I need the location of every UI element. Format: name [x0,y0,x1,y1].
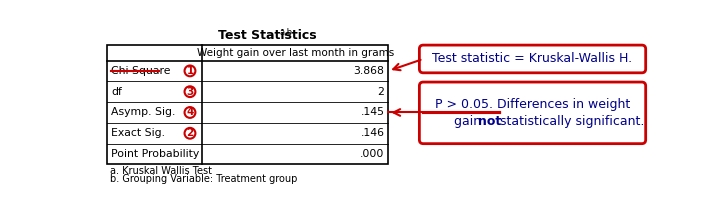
Circle shape [184,86,195,97]
Text: Exact Sig.: Exact Sig. [111,128,165,138]
Text: .145: .145 [361,107,384,117]
Bar [107,45,388,164]
Text: .000: .000 [360,149,384,159]
Text: Weight gain over last month in grams: Weight gain over last month in grams [197,48,394,58]
Text: 2: 2 [186,128,194,138]
Text: 3.868: 3.868 [354,66,384,76]
Circle shape [184,128,195,139]
Text: df: df [111,87,122,97]
Text: Point Probability: Point Probability [111,149,199,159]
Text: Asymp. Sig.: Asymp. Sig. [111,107,175,117]
Text: a. Kruskal Wallis Test: a. Kruskal Wallis Test [110,166,212,176]
Text: .146: .146 [361,128,384,138]
Text: a,b: a,b [279,28,292,37]
Text: b. Grouping Variable: Treatment group: b. Grouping Variable: Treatment group [110,174,297,184]
Text: Test Statistics: Test Statistics [218,29,317,42]
Text: 4: 4 [186,107,194,117]
Text: 2: 2 [377,87,384,97]
FancyBboxPatch shape [419,45,646,73]
Text: statistically significant.: statistically significant. [496,115,644,128]
Text: Test statistic = Kruskal-Wallis H.: Test statistic = Kruskal-Wallis H. [433,52,633,65]
Text: not: not [478,115,501,128]
Text: gain: gain [454,115,485,128]
Text: P > 0.05. Differences in weight: P > 0.05. Differences in weight [435,98,630,111]
Circle shape [184,107,195,118]
Text: 1: 1 [186,66,194,76]
Text: Chi Square: Chi Square [111,66,171,76]
FancyBboxPatch shape [419,82,646,144]
Text: 3: 3 [186,87,194,97]
Circle shape [184,65,195,76]
